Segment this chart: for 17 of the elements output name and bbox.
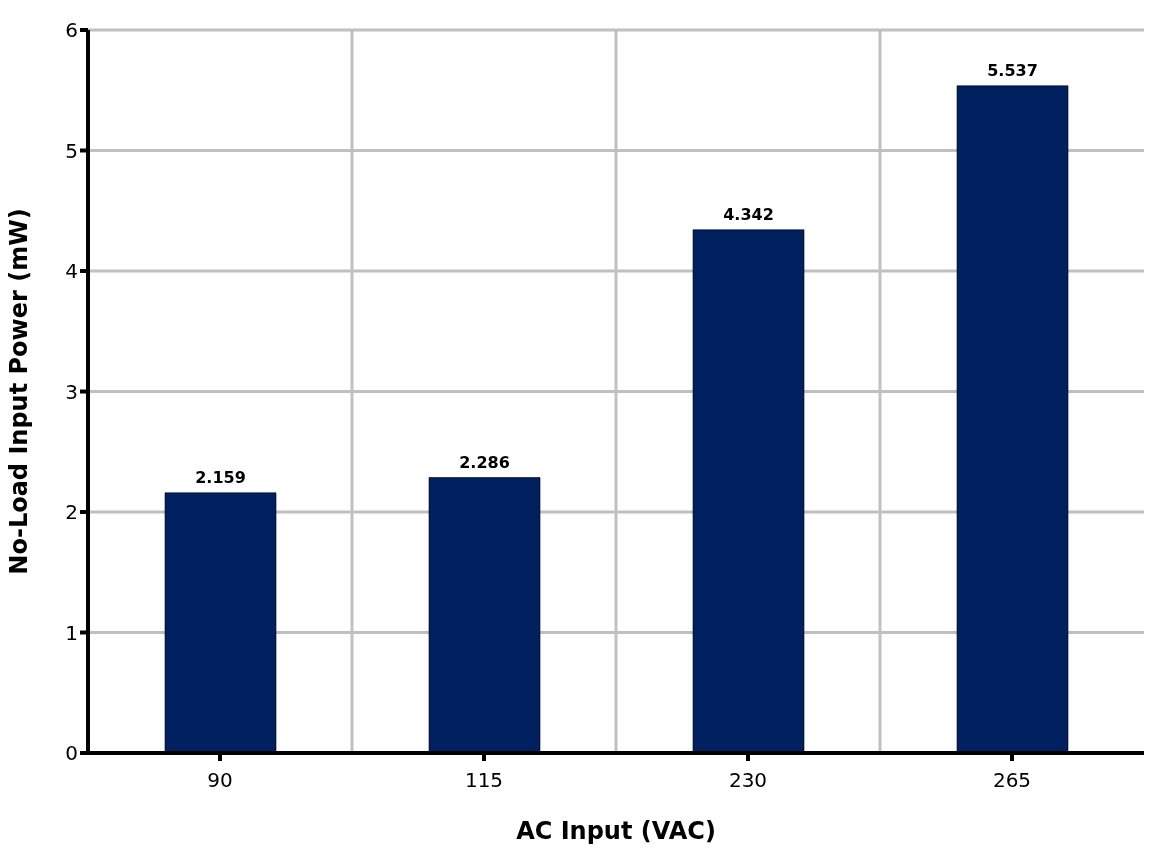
data-label: 2.286 [459, 452, 510, 472]
data-label: 4.342 [723, 204, 774, 224]
y-tick-label: 5 [65, 138, 78, 163]
x-tick-label: 265 [992, 768, 1032, 793]
x-tick-label: 230 [728, 768, 768, 793]
y-tick-label: 6 [65, 18, 78, 43]
x-axis-title: AC Input (VAC) [516, 817, 716, 845]
data-label: 2.159 [195, 467, 246, 487]
y-axis-title: No-Load Input Power (mW) [4, 208, 33, 575]
y-tick-label: 2 [65, 500, 78, 525]
data-label: 5.537 [987, 60, 1038, 80]
y-tick-label: 4 [65, 259, 78, 284]
y-tick-label: 0 [65, 741, 78, 766]
x-tick-label: 115 [464, 768, 504, 793]
y-tick-label: 3 [65, 379, 78, 404]
y-tick-label: 1 [65, 620, 78, 645]
x-tick-label: 90 [207, 768, 233, 793]
